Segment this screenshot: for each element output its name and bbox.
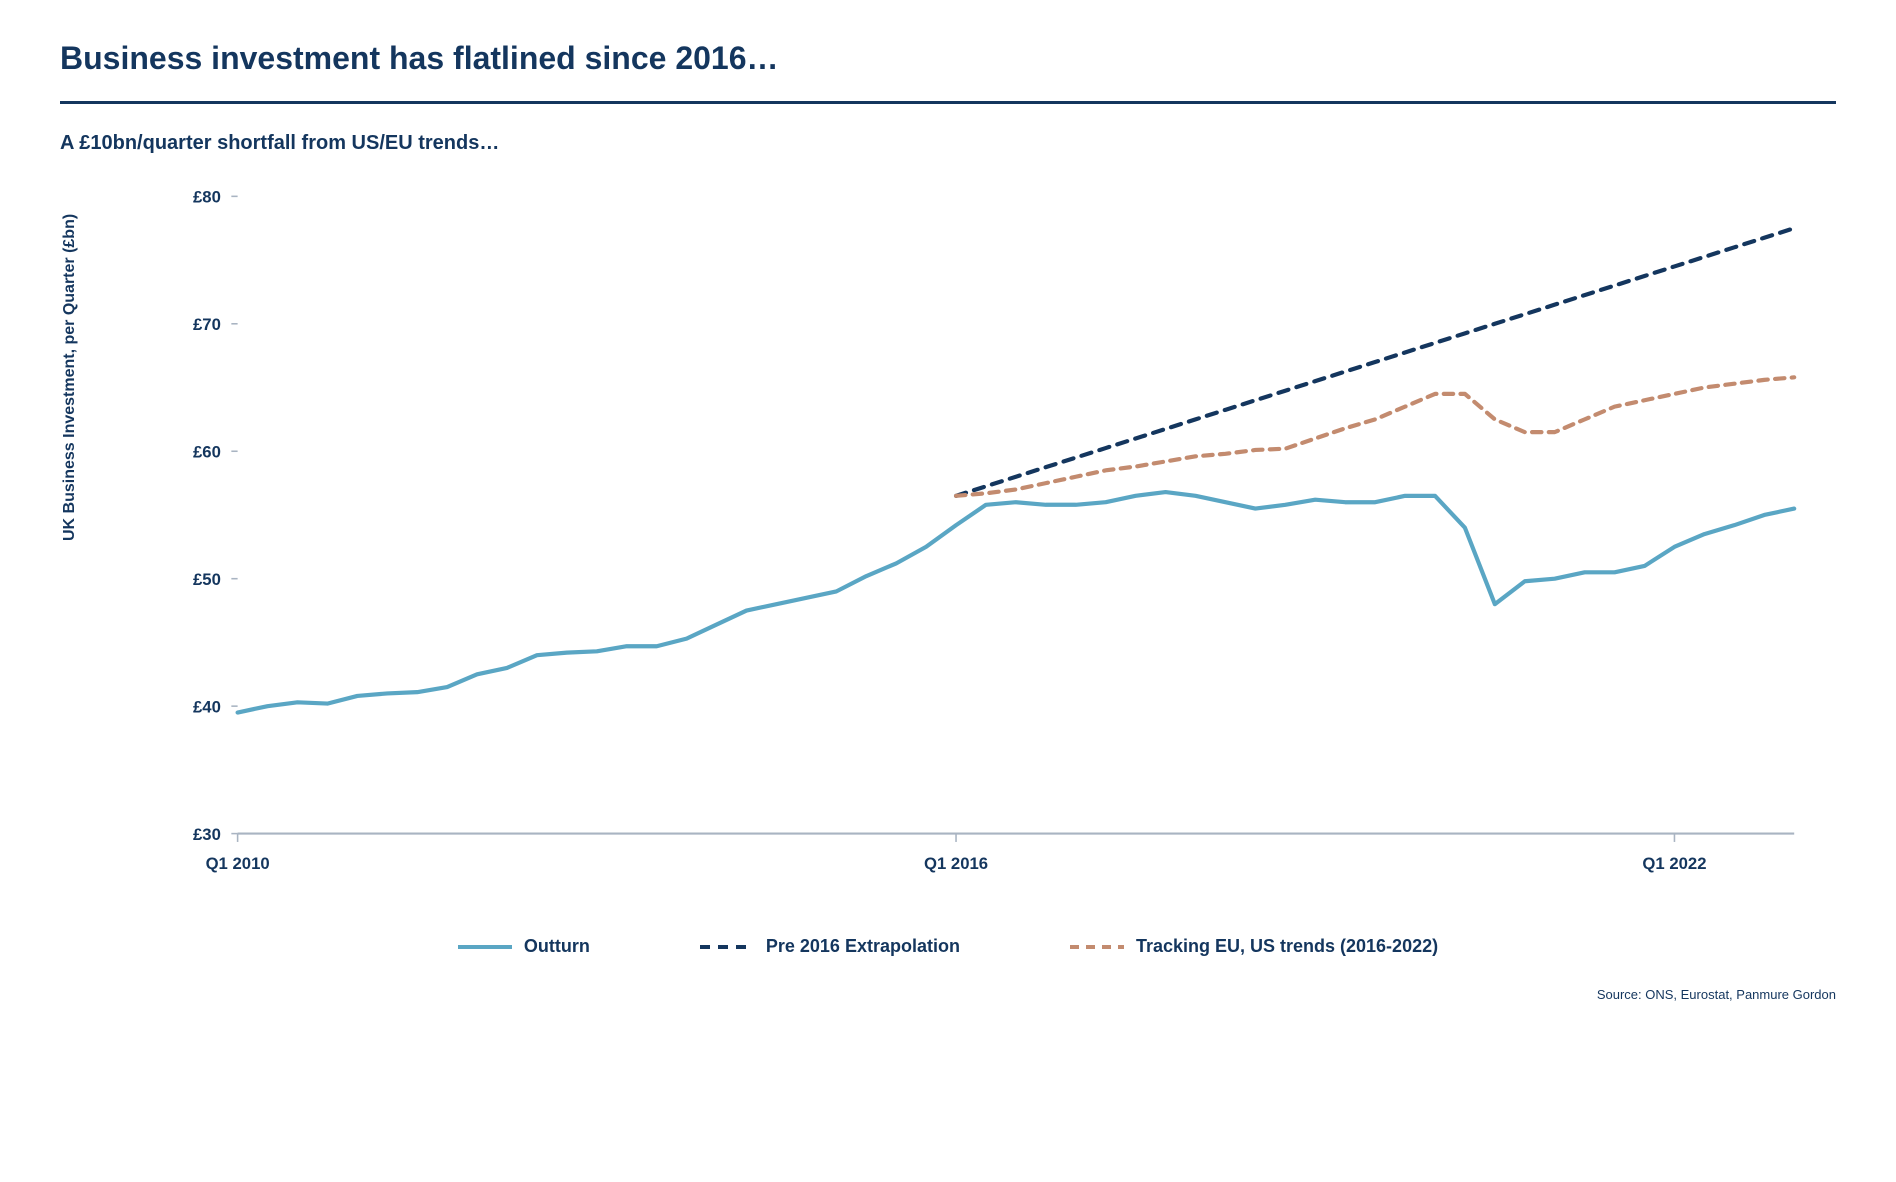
legend-label: Outturn — [524, 936, 590, 957]
main-title: Business investment has flatlined since … — [60, 40, 1836, 77]
y-tick-label: £40 — [193, 697, 221, 716]
series-line — [238, 492, 1795, 712]
legend-item: Tracking EU, US trends (2016-2022) — [1070, 936, 1438, 957]
y-tick-label: £70 — [193, 315, 221, 334]
x-tick-label: Q1 2022 — [1642, 854, 1706, 873]
legend-item: Outturn — [458, 936, 590, 957]
chart-container: UK Business Investment, per Quarter (£bn… — [60, 165, 1836, 896]
legend-item: Pre 2016 Extrapolation — [700, 936, 960, 957]
legend-label: Pre 2016 Extrapolation — [766, 936, 960, 957]
y-axis-label: UK Business Investment, per Quarter (£bn… — [61, 521, 79, 541]
legend-swatch — [1070, 942, 1124, 952]
source-text: Source: ONS, Eurostat, Panmure Gordon — [60, 987, 1836, 1002]
chart-subtitle: A £10bn/quarter shortfall from US/EU tre… — [60, 132, 1836, 155]
y-tick-label: £50 — [193, 570, 221, 589]
x-tick-label: Q1 2016 — [924, 854, 988, 873]
chart-legend: Outturn Pre 2016 Extrapolation Tracking EU… — [60, 936, 1836, 957]
title-divider — [60, 101, 1836, 104]
y-tick-label: £30 — [193, 825, 221, 844]
y-tick-label: £80 — [193, 188, 221, 207]
y-tick-label: £60 — [193, 443, 221, 462]
line-chart: £30 £40 £50 £60 £70 £80 Q1 2010 Q1 2016 Q1 2022 — [60, 165, 1836, 896]
series-line — [956, 377, 1794, 496]
series-line — [956, 228, 1794, 496]
legend-swatch — [458, 942, 512, 952]
legend-swatch — [700, 942, 754, 952]
legend-label: Tracking EU, US trends (2016-2022) — [1136, 936, 1438, 957]
x-tick-label: Q1 2010 — [206, 854, 270, 873]
